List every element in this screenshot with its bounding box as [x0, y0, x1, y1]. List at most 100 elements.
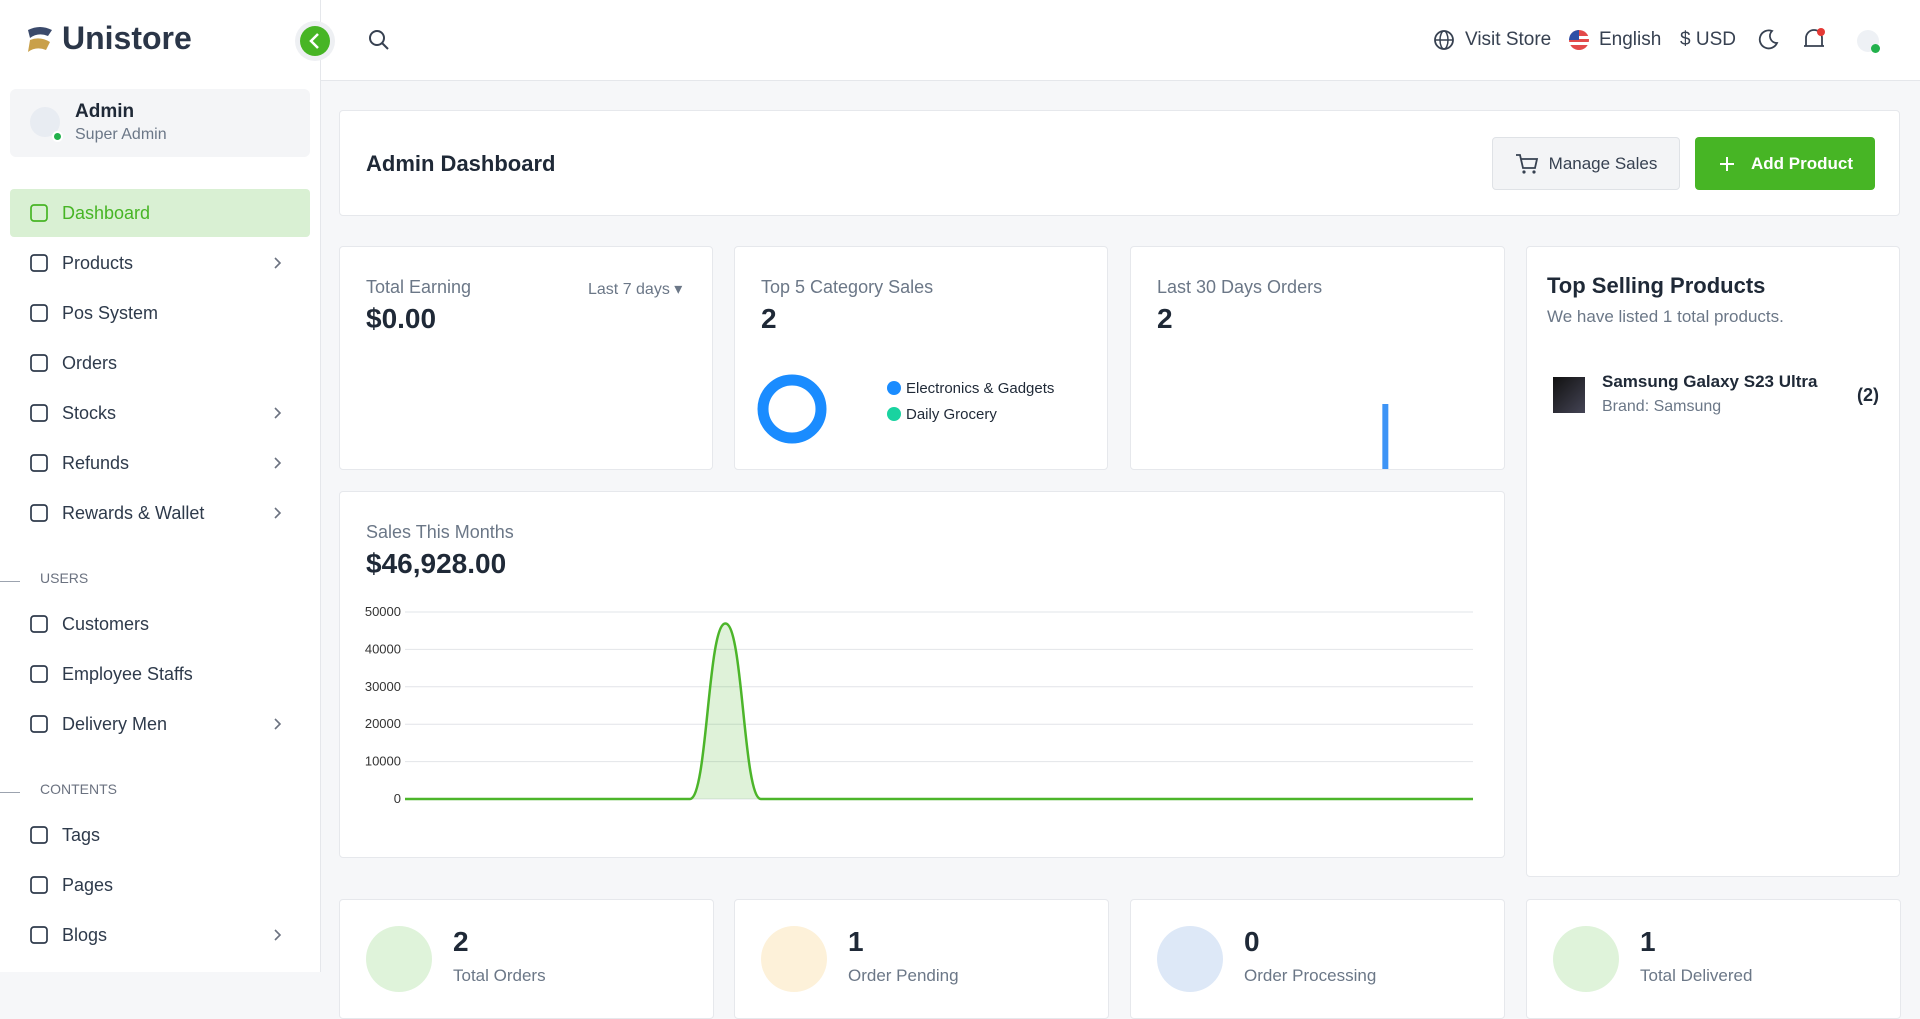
stat-icon	[761, 926, 827, 992]
menu-item[interactable]: Delivery Men	[10, 700, 310, 748]
menu-icon	[30, 826, 48, 844]
menu-item[interactable]: Rewards & Wallet	[10, 489, 310, 537]
period-filter[interactable]: Last 7 days ▾	[588, 281, 683, 298]
menu-icon	[30, 715, 48, 733]
plus-icon	[1720, 156, 1734, 171]
menu-item[interactable]: Orders	[10, 339, 310, 387]
menu-label: Blogs	[62, 924, 108, 945]
bar-chart	[1382, 404, 1389, 469]
label: Manage Sales	[1548, 153, 1658, 173]
sidebar: Unistore Admin Super Admin Dashboard Prod…	[0, 0, 321, 972]
menu-icon	[30, 354, 48, 372]
stat-value: 0	[1244, 926, 1260, 957]
stat-value: 1	[848, 926, 864, 957]
legend-label: Electronics & Gadgets	[906, 380, 1054, 397]
collapse-button[interactable]	[294, 20, 336, 62]
user-card: Admin Super Admin	[10, 89, 310, 157]
manage-sales-button[interactable]: Manage Sales	[1492, 137, 1680, 190]
label: Last 7 days	[588, 281, 670, 298]
globe-icon	[1434, 30, 1454, 50]
y-tick-label: 10000	[365, 754, 401, 769]
product-name[interactable]: Samsung Galaxy S23 Ultra	[1602, 372, 1818, 391]
menu-item[interactable]: Refunds	[10, 439, 310, 487]
menu-item[interactable]: Dashboard	[10, 189, 310, 237]
area-chart: 0 10000 20000 30000 40000 50000	[365, 604, 1473, 806]
menu-label: Dashboard	[62, 202, 151, 223]
y-tick-label: 40000	[365, 641, 401, 656]
y-tick-label: 50000	[365, 604, 401, 619]
menu-item[interactable]: Employee Staffs	[10, 650, 310, 698]
donut-chart: Electronics & Gadgets Daily Grocery	[757, 374, 1054, 444]
stat-label: Total Delivered	[1640, 966, 1753, 985]
y-tick-label: 0	[394, 791, 401, 806]
menu-item[interactable]: Stocks	[10, 389, 310, 437]
menu-icon	[30, 876, 48, 894]
card-label: Last 30 Days Orders	[1157, 277, 1323, 297]
theme-toggle[interactable]	[1756, 28, 1780, 52]
donut-segment	[757, 374, 827, 444]
add-product-button[interactable]: Add Product	[1695, 137, 1875, 190]
section-heading: CONTENTS	[40, 781, 117, 797]
topbar: Visit Store English $ USD	[321, 0, 1920, 81]
top-selling-card: Top Selling Products We have listed 1 to…	[1526, 246, 1900, 877]
menu-item[interactable]: Pages	[10, 861, 310, 909]
cart-icon	[1515, 153, 1538, 174]
legend-marker	[887, 381, 901, 395]
currency[interactable]: $ USD	[1680, 29, 1736, 50]
visit-store[interactable]: Visit Store	[1465, 29, 1552, 50]
chevron	[274, 407, 282, 419]
stat-card: 0 Order Processing	[1130, 899, 1505, 1019]
chevron	[274, 929, 282, 941]
notification-bell[interactable]	[1801, 26, 1827, 54]
language[interactable]: English	[1599, 29, 1662, 50]
stat-value: 1	[1640, 926, 1656, 957]
card-label: Sales This Months	[366, 522, 514, 542]
sales-card: Sales This Months $46,928.00 0 10000 20000…	[339, 491, 1505, 858]
menu-item[interactable]: Pos System	[10, 289, 310, 337]
product-brand: Brand: Samsung	[1602, 398, 1722, 415]
menu-label: Customers	[62, 613, 150, 634]
legend-marker	[887, 407, 901, 421]
status-dot	[52, 131, 63, 142]
menu-item[interactable]: Customers	[10, 600, 310, 648]
stat-label: Total Orders	[453, 966, 546, 985]
divider	[0, 792, 20, 793]
menu-label: Pages	[62, 874, 114, 895]
stat-icon	[366, 926, 432, 992]
stat-label: Order Pending	[848, 966, 959, 985]
menu-icon	[30, 454, 48, 472]
card-value: $46,928.00	[366, 548, 507, 579]
menu-label: Orders	[62, 352, 118, 373]
menu-label: Pos System	[62, 302, 159, 323]
card-label: Top 5 Category Sales	[761, 277, 934, 297]
logo-icon	[28, 27, 52, 52]
menu-icon	[30, 204, 48, 222]
y-tick-label: 20000	[365, 716, 401, 731]
menu-label: Employee Staffs	[62, 663, 193, 684]
card-value: 2	[761, 303, 777, 334]
menu-item[interactable]: Blogs	[10, 911, 310, 959]
card-title: Top Selling Products	[1547, 273, 1766, 298]
menu-icon	[30, 615, 48, 633]
card-value: 2	[1157, 303, 1173, 334]
menu-item[interactable]: Tags	[10, 811, 310, 859]
search-icon[interactable]	[367, 28, 391, 52]
chevron	[274, 457, 282, 469]
bar	[1382, 404, 1389, 469]
card-value: $0.00	[366, 303, 437, 334]
user-role: Super Admin	[75, 126, 167, 143]
section-heading: USERS	[40, 570, 89, 586]
product-image	[1553, 377, 1585, 413]
menu-label: Delivery Men	[62, 713, 168, 734]
stat-label: Order Processing	[1244, 966, 1377, 985]
status-dot	[1871, 44, 1880, 53]
page-title: Admin Dashboard	[366, 151, 556, 176]
menu-item[interactable]: Products	[10, 239, 310, 287]
menu-label: Products	[62, 252, 134, 273]
menu-icon	[30, 504, 48, 522]
stat-icon	[1157, 926, 1223, 992]
menu-icon	[30, 926, 48, 944]
menu-label: Stocks	[62, 402, 117, 423]
menu-icon	[30, 404, 48, 422]
